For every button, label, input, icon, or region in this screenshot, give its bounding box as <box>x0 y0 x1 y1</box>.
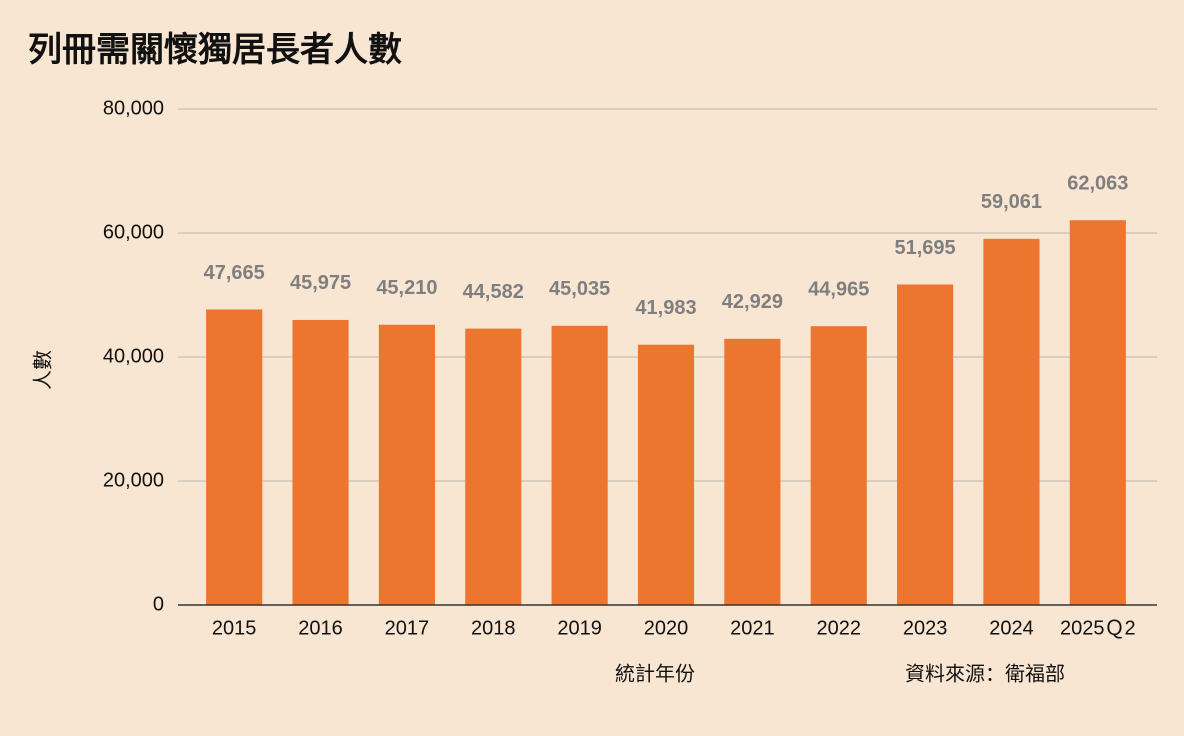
bar <box>983 238 1040 606</box>
value-label: 41,983 <box>635 297 696 319</box>
x-tick-label: 2022 <box>816 617 861 639</box>
x-tick-label: 2019 <box>557 617 602 639</box>
x-tick-label: 2018 <box>471 617 516 639</box>
y-tick-label: 0 <box>153 593 164 615</box>
bar <box>465 328 522 605</box>
x-tick-label: 2023 <box>903 617 948 639</box>
bar <box>810 326 867 605</box>
value-label: 59,061 <box>981 191 1042 213</box>
source-note: 資料來源：衛福部 <box>905 662 1065 685</box>
y-tick-label: 80,000 <box>103 97 164 119</box>
x-tick-label: 2017 <box>385 617 430 639</box>
bar <box>1069 220 1126 605</box>
y-tick-label: 40,000 <box>103 345 164 367</box>
bar <box>292 319 349 605</box>
x-tick-label: 2015 <box>212 617 257 639</box>
value-label: 62,063 <box>1067 172 1128 194</box>
y-tick-label: 20,000 <box>103 469 164 491</box>
bar <box>637 344 695 605</box>
value-label: 42,929 <box>722 291 783 313</box>
x-axis-label: 統計年份 <box>615 662 695 685</box>
x-tick-label: 2020 <box>644 617 689 639</box>
value-label: 45,210 <box>376 277 437 299</box>
bar <box>206 309 263 605</box>
value-label: 51,695 <box>895 237 956 259</box>
x-tick-label: 2025Ｑ2 <box>1060 617 1136 639</box>
bar <box>897 284 954 605</box>
y-axis-label: 人數 <box>31 350 54 390</box>
value-label: 47,665 <box>204 262 265 284</box>
x-tick-label: 2021 <box>730 617 775 639</box>
value-label: 45,035 <box>549 278 610 300</box>
bar <box>378 324 435 605</box>
bar <box>551 325 608 605</box>
value-label: 44,582 <box>463 281 524 303</box>
value-label: 45,975 <box>290 272 351 294</box>
value-label: 44,965 <box>808 278 869 300</box>
x-tick-label: 2016 <box>298 617 343 639</box>
bar <box>724 338 781 605</box>
chart-title: 列冊需關懷獨居長者人數 <box>28 31 402 69</box>
x-tick-label: 2024 <box>989 617 1034 639</box>
y-tick-label: 60,000 <box>103 221 164 243</box>
